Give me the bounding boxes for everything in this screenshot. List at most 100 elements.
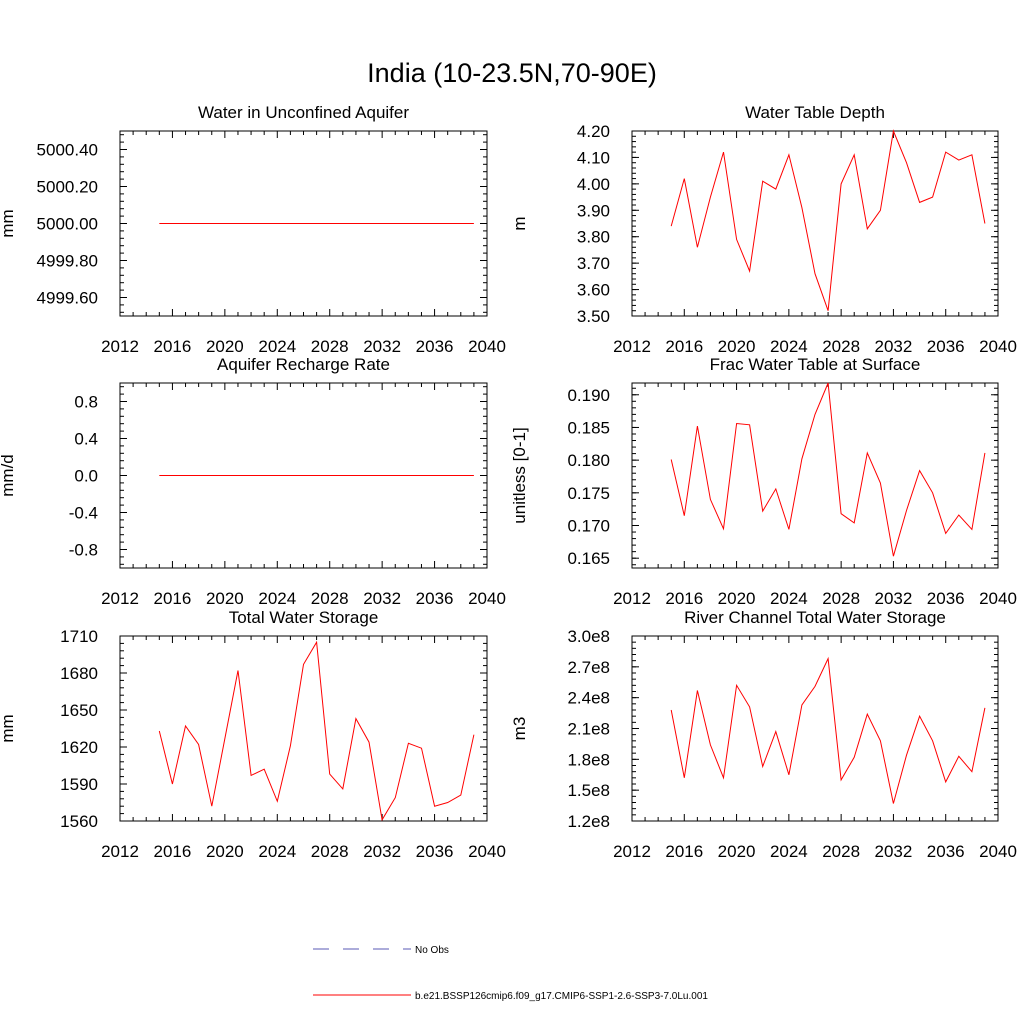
x-tick-label: 2032	[363, 337, 401, 356]
y-tick-label: 1560	[60, 812, 98, 831]
y-tick-label: 0.0	[74, 467, 98, 486]
panels: Water in Unconfined Aquifer mm 2012 2016 202…	[0, 103, 1017, 861]
x-tick-label: 2036	[416, 842, 454, 861]
y-tick-label: 4.00	[577, 175, 610, 194]
x-tick-label: 2036	[416, 337, 454, 356]
y-tick-label: 3.0e8	[567, 627, 610, 646]
panel-3: Aquifer Recharge Rate mm/d 2012 2016 2020 202…	[0, 355, 506, 608]
y-tick-label: 0.4	[74, 430, 98, 449]
x-tick-label: 2020	[206, 589, 244, 608]
legend-entry: b.e21.BSSP126cmip6.f09_g17.CMIP6-SSP1-2.…	[313, 991, 708, 1002]
x-tick-label: 2012	[613, 842, 651, 861]
x-tick-label: 2024	[770, 337, 808, 356]
y-tick-label: 5000.40	[37, 141, 98, 160]
x-tick-label: 2024	[258, 842, 296, 861]
series-line	[670, 382, 986, 557]
x-tick-label: 2016	[665, 842, 703, 861]
y-tick-label: 1620	[60, 738, 98, 757]
legend: No Obs b.e21.BSSP126cmip6.f09_g17.CMIP6-S…	[313, 945, 708, 1002]
y-tick-label: 4.10	[577, 148, 610, 167]
y-tick-label: 2.4e8	[567, 689, 610, 708]
x-tick-label: 2036	[927, 337, 965, 356]
series-line	[158, 640, 475, 822]
x-tick-label: 2028	[822, 337, 860, 356]
x-tick-label: 2016	[665, 337, 703, 356]
x-tick-label: 2016	[154, 589, 192, 608]
panel-title: Frac Water Table at Surface	[710, 355, 921, 374]
x-tick-label: 2012	[101, 842, 139, 861]
y-tick-label: 0.170	[567, 517, 610, 536]
x-tick-label: 2016	[665, 589, 703, 608]
y-tick-label: 4999.80	[37, 252, 98, 271]
x-tick-label: 2036	[927, 589, 965, 608]
x-tick-label: 2032	[875, 589, 913, 608]
panel-5: Total Water Storage mm 2012 2016 2020 2024 202…	[0, 608, 506, 861]
x-tick-label: 2032	[875, 842, 913, 861]
x-tick-label: 2032	[875, 337, 913, 356]
panel-4: Frac Water Table at Surface unitless [0-1…	[510, 355, 1017, 608]
figure-title: India (10-23.5N,70-90E)	[367, 58, 657, 88]
x-tick-label: 2040	[979, 589, 1017, 608]
y-axis-label: mm	[0, 714, 17, 742]
x-tick-label: 2024	[258, 337, 296, 356]
x-tick-label: 2024	[770, 842, 808, 861]
legend-label: No Obs	[415, 945, 449, 956]
y-tick-label: 2.7e8	[567, 658, 610, 677]
series-line	[670, 129, 986, 311]
x-tick-label: 2028	[311, 337, 349, 356]
x-tick-label: 2020	[718, 842, 756, 861]
y-axis-label: unitless [0-1]	[510, 427, 529, 523]
x-tick-label: 2028	[822, 842, 860, 861]
x-tick-label: 2020	[206, 842, 244, 861]
y-tick-label: 0.8	[74, 393, 98, 412]
panel-title: River Channel Total Water Storage	[684, 608, 946, 627]
plot-frame	[631, 635, 999, 822]
panel-title: Total Water Storage	[229, 608, 379, 627]
y-tick-label: 1.8e8	[567, 750, 610, 769]
legend-label: b.e21.BSSP126cmip6.f09_g17.CMIP6-SSP1-2.…	[415, 991, 708, 1002]
y-tick-label: 5000.00	[37, 215, 98, 234]
y-tick-label: 1710	[60, 627, 98, 646]
x-tick-label: 2020	[718, 589, 756, 608]
legend-entry: No Obs	[313, 945, 449, 956]
panel-1: Water in Unconfined Aquifer mm 2012 2016 202…	[0, 103, 506, 356]
x-tick-label: 2032	[363, 842, 401, 861]
y-tick-label: 1.2e8	[567, 812, 610, 831]
plot-frame	[631, 130, 999, 317]
x-tick-label: 2016	[154, 842, 192, 861]
y-tick-label: 1680	[60, 664, 98, 683]
x-tick-label: 2040	[468, 842, 506, 861]
y-tick-label: 5000.20	[37, 178, 98, 197]
y-tick-label: 0.185	[567, 418, 610, 437]
x-tick-label: 2012	[101, 589, 139, 608]
x-tick-label: 2036	[416, 589, 454, 608]
panel-2: Water Table Depth m 2012 2016 2020 2024 2028 20…	[510, 103, 1017, 356]
x-tick-label: 2016	[154, 337, 192, 356]
y-tick-label: -0.8	[69, 541, 98, 560]
y-tick-label: 0.190	[567, 386, 610, 405]
y-tick-label: 1590	[60, 775, 98, 794]
panel-title: Aquifer Recharge Rate	[217, 355, 390, 374]
y-tick-label: 2.1e8	[567, 720, 610, 739]
panel-title: Water Table Depth	[745, 103, 885, 122]
y-tick-label: 3.80	[577, 228, 610, 247]
x-tick-label: 2028	[311, 842, 349, 861]
x-tick-label: 2032	[363, 589, 401, 608]
y-tick-label: 3.60	[577, 281, 610, 300]
panel-6: River Channel Total Water Storage m3 2012 2…	[510, 608, 1017, 861]
x-tick-label: 2012	[613, 337, 651, 356]
y-tick-label: 0.180	[567, 451, 610, 470]
x-tick-label: 2040	[468, 589, 506, 608]
y-tick-label: 3.50	[577, 307, 610, 326]
x-tick-label: 2020	[718, 337, 756, 356]
x-tick-label: 2040	[979, 842, 1017, 861]
y-tick-label: 1.5e8	[567, 781, 610, 800]
x-tick-label: 2020	[206, 337, 244, 356]
x-tick-label: 2012	[613, 589, 651, 608]
x-tick-label: 2040	[979, 337, 1017, 356]
y-tick-label: 0.175	[567, 484, 610, 503]
panel-title: Water in Unconfined Aquifer	[198, 103, 409, 122]
x-tick-label: 2012	[101, 337, 139, 356]
x-tick-label: 2024	[258, 589, 296, 608]
